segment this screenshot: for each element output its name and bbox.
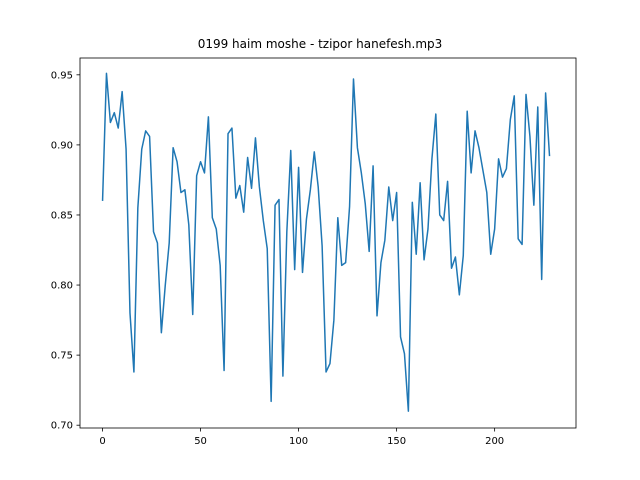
series-line-0 (101, 72, 551, 412)
x-tick-label: 50 (194, 436, 207, 447)
chart-title: 0199 haim moshe - tzipor hanefesh.mp3 (198, 37, 443, 51)
y-tick-label: 0.95 (51, 70, 73, 81)
y-tick-label: 0.85 (51, 210, 73, 221)
y-tick-label: 0.80 (51, 281, 73, 292)
x-tick-label: 100 (289, 436, 308, 447)
axes-frame (79, 57, 577, 429)
plot-area (101, 72, 551, 412)
x-tick-label: 0 (99, 436, 105, 447)
x-tick-label: 150 (387, 436, 406, 447)
y-tick-label: 0.75 (51, 351, 73, 362)
x-axis: 0 50 100 150 200 (99, 428, 504, 447)
x-tick-label: 200 (485, 436, 504, 447)
y-axis: 0.70 0.75 0.80 0.85 0.90 0.95 (51, 70, 80, 432)
y-tick-label: 0.70 (51, 421, 73, 432)
y-tick-label: 0.90 (51, 140, 73, 151)
